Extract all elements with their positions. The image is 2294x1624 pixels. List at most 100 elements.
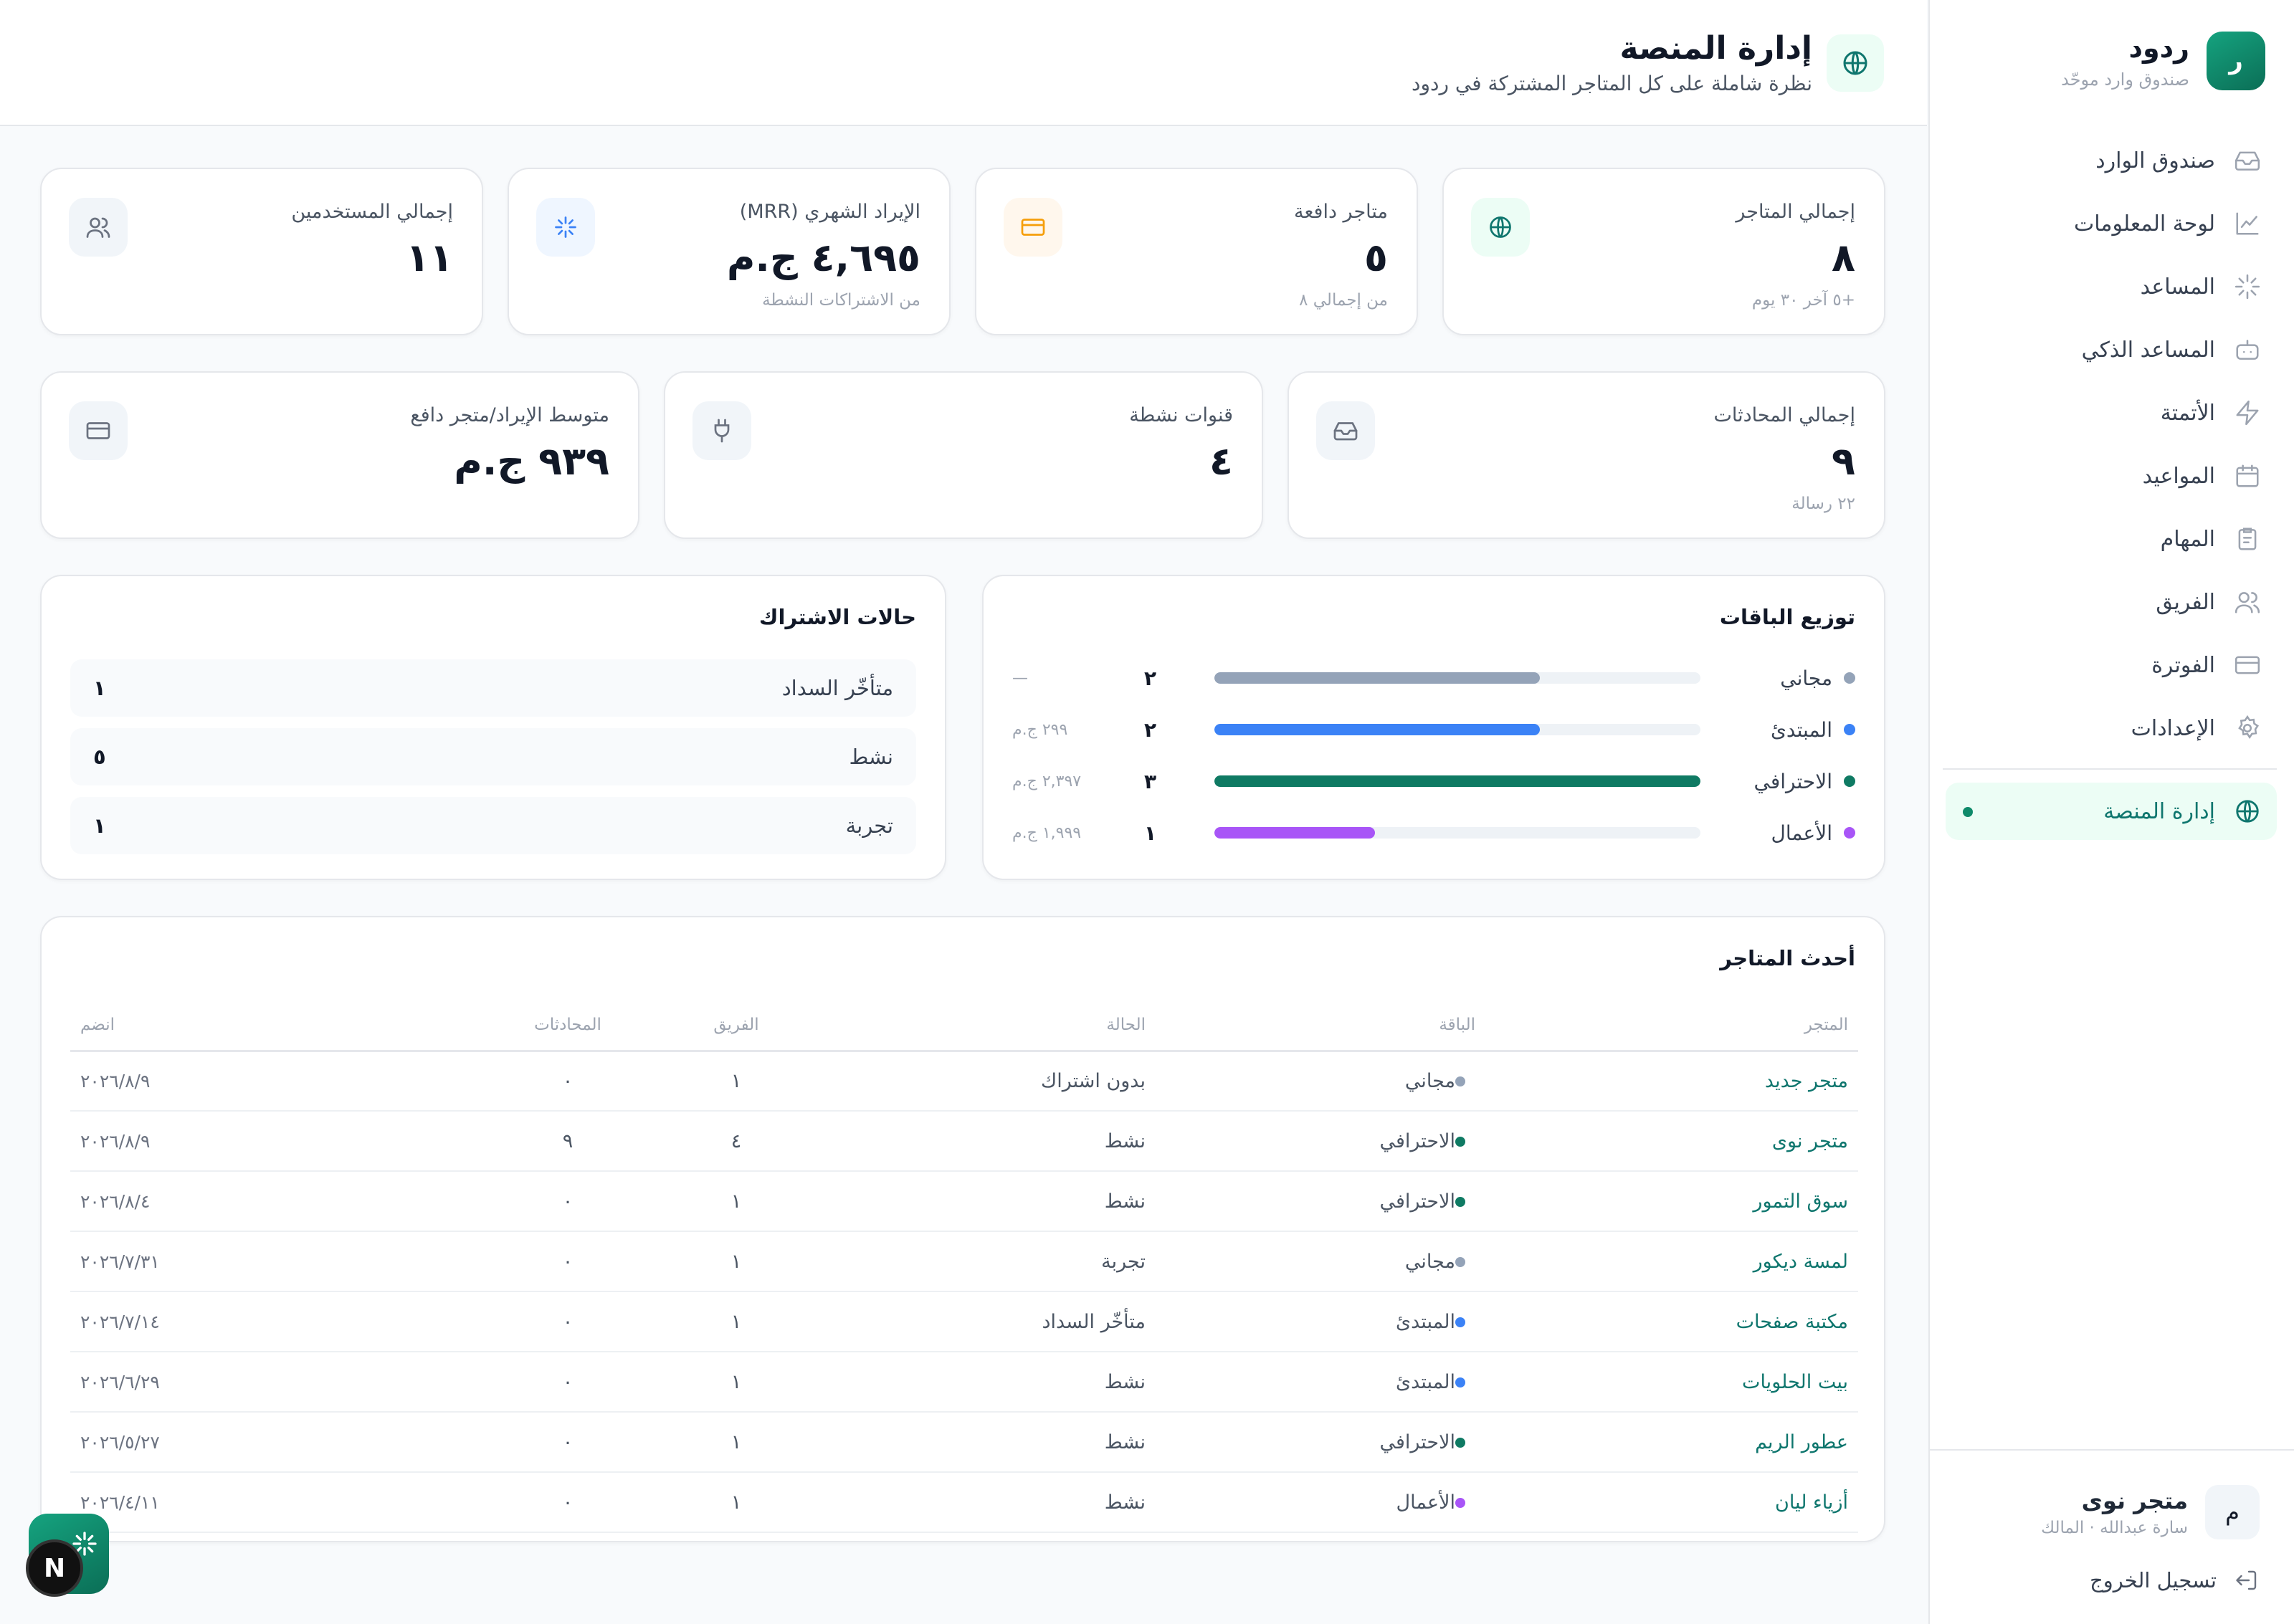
table-row[interactable]: متجر نوى الاحترافي نشط ٤ ٩ ٢٠٢٦/٨/٩ (70, 1111, 1858, 1172)
store-name-link[interactable]: بيت الحلويات (1485, 1352, 1858, 1413)
plan-row: الاحترافي ٣ ٢,٣٩٧ ج.م (1012, 767, 1855, 796)
sidebar-item-label: المواعيد (2142, 463, 2215, 489)
plan-dot (1844, 724, 1855, 735)
logout-button[interactable]: تسجيل الخروج (1959, 1562, 2260, 1598)
joined-cell: ٢٠٢٦/٧/٣١ (70, 1231, 475, 1292)
dev-tools-badge[interactable]: N (26, 1539, 83, 1597)
sidebar-item-automation[interactable]: الأتمتة (1951, 381, 2267, 444)
store-name-link[interactable]: متجر نوى (1485, 1111, 1858, 1172)
account-switcher[interactable]: م متجر نوى سارة عبدالله · المالك (1959, 1484, 2260, 1541)
conversations-cell: ٠ (475, 1171, 661, 1232)
inbox-icon (1333, 422, 1358, 441)
team-cell: ١ (661, 1352, 812, 1413)
stat-note: من إجمالي ٨ (1299, 291, 1388, 310)
plan-cell: الاحترافي (1156, 1171, 1485, 1232)
joined-cell: ٢٠٢٦/٥/٢٧ (70, 1412, 475, 1473)
plan-label: المبتدئ (1396, 1370, 1455, 1393)
active-indicator (1963, 807, 1973, 817)
column-header-plan: الباقة (1156, 1000, 1485, 1052)
sidebar-item-assistant[interactable]: المساعد (1951, 255, 2267, 318)
stat-icon-wrap (1316, 401, 1375, 460)
plan-bar-fill (1214, 775, 1700, 787)
stat-value: ٤,٦٩٥ ج.م (726, 235, 920, 280)
team-cell: ١ (661, 1412, 812, 1473)
sidebar-item-team[interactable]: الفريق (1951, 570, 2267, 634)
page-title: إدارة المنصة (1619, 30, 1812, 67)
plan-name: الأعمال (1771, 821, 1855, 845)
store-name-link[interactable]: لمسة ديكور (1485, 1231, 1858, 1292)
users-icon (86, 217, 110, 238)
stat-value: ٨ (1832, 235, 1855, 280)
team-cell: ١ (661, 1472, 812, 1533)
column-header-conversations: المحادثات (475, 1000, 661, 1052)
sidebar-item-appointments[interactable]: المواعيد (1951, 444, 2267, 507)
table-row[interactable]: لمسة ديكور مجاني تجربة ١ ٠ ٢٠٢٦/٧/٣١ (70, 1231, 1858, 1292)
store-name-link[interactable]: عطور الريم (1485, 1412, 1858, 1473)
store-name-link[interactable]: مكتبة صفحات (1485, 1291, 1858, 1352)
conversations-cell: ٠ (475, 1352, 661, 1413)
table-row[interactable]: بيت الحلويات المبتدئ نشط ١ ٠ ٢٠٢٦/٦/٢٩ (70, 1352, 1858, 1413)
stat-icon-wrap (536, 198, 595, 257)
nav-divider (1943, 768, 2277, 770)
table-header-row: المتجر الباقة الحالة الفريق المحادثات ان… (70, 1000, 1858, 1052)
plan-count: ٣ (1144, 769, 1157, 793)
table-row[interactable]: مكتبة صفحات المبتدئ متأخّر السداد ١ ٠ ٢٠٢٦/٧/… (70, 1291, 1858, 1352)
plan-label: الاحترافي (1379, 1190, 1455, 1213)
plan-dot (1455, 1197, 1465, 1207)
sidebar-item-inbox[interactable]: صندوق الوارد (1951, 129, 2267, 192)
credit-card-icon (2234, 656, 2260, 674)
store-name-link[interactable]: سوق التمور (1485, 1171, 1858, 1232)
sidebar-item-billing[interactable]: الفوترة (1951, 634, 2267, 697)
brand[interactable]: ر ردود صندوق وارد موحّد (1964, 29, 2265, 93)
plan-bar-fill (1214, 724, 1541, 735)
plan-dot (1455, 1076, 1465, 1087)
team-cell: ٤ (661, 1111, 812, 1172)
plan-row: المبتدئ ٢ ٢٩٩ ج.م (1012, 715, 1855, 744)
store-name-link[interactable]: أزياء ليان (1485, 1472, 1858, 1533)
table-row[interactable]: أزياء ليان الأعمال نشط ١ ٠ ٢٠٢٦/٤/١١ (70, 1472, 1858, 1533)
stat-icon-wrap (1471, 198, 1530, 257)
table-row[interactable]: سوق التمور الاحترافي نشط ١ ٠ ٢٠٢٦/٨/٤ (70, 1171, 1858, 1232)
stat-card-conversations: إجمالي المحادثات ٩ ٢٢ رسالة (1288, 371, 1885, 539)
plan-row: مجاني ٢ — (1012, 664, 1855, 692)
plan-label: الأعمال (1771, 821, 1832, 845)
conversations-cell: ٠ (475, 1051, 661, 1112)
sidebar-item-ai-assistant[interactable]: المساعد الذكي (1951, 318, 2267, 381)
table-row[interactable]: متجر جديد مجاني بدون اشتراك ١ ٠ ٢٠٢٦/٨/٩ (70, 1051, 1858, 1112)
plan-count: ١ (1144, 821, 1157, 845)
team-cell: ١ (661, 1231, 812, 1292)
chart-line-icon (2236, 212, 2259, 235)
stat-icon-wrap (1004, 198, 1062, 257)
sidebar-item-dashboard[interactable]: لوحة المعلومات (1951, 192, 2267, 255)
plan-label: مجاني (1780, 666, 1832, 690)
team-cell: ١ (661, 1171, 812, 1232)
stat-value: ١١ (406, 235, 453, 280)
plan-bar-track (1214, 724, 1700, 735)
sidebar-item-settings[interactable]: الإعدادات (1951, 697, 2267, 760)
plan-bar-track (1214, 672, 1700, 684)
plan-revenue: ٢,٣٩٧ ج.م (1012, 772, 1082, 790)
subscription-label: متأخّر السداد (781, 676, 893, 700)
sidebar-item-platform-admin[interactable]: إدارة المنصة (1946, 783, 2277, 840)
brand-text: ردود صندوق وارد موحّد (1964, 32, 2189, 90)
sidebar-item-tasks[interactable]: المهام (1951, 507, 2267, 570)
plan-dot (1455, 1498, 1465, 1508)
avatar: م (2205, 1485, 2260, 1539)
joined-cell: ٢٠٢٦/٨/٩ (70, 1051, 475, 1112)
subscription-row: متأخّر السداد ١ (70, 659, 916, 717)
joined-cell: ٢٠٢٦/٦/٢٩ (70, 1352, 475, 1413)
stat-icon-wrap (69, 401, 128, 460)
table-row[interactable]: عطور الريم الاحترافي نشط ١ ٠ ٢٠٢٦/٥/٢٧ (70, 1412, 1858, 1473)
subscription-row: تجربة ١ (70, 797, 916, 854)
stat-label: متوسط الإيراد/متجر دافع (410, 404, 609, 426)
sidebar-item-label: المساعد (2140, 274, 2215, 300)
section-title: توزيع الباقات (1719, 605, 1855, 629)
subscription-label: نشط (849, 745, 893, 769)
logout-icon (2236, 1570, 2257, 1590)
plan-row: الأعمال ١ ١,٩٩٩ ج.م (1012, 818, 1855, 847)
users-icon (2234, 592, 2260, 613)
conversations-cell: ٠ (475, 1412, 661, 1473)
stat-value: ٥ (1364, 235, 1388, 280)
account-store-name: متجر نوى (2081, 1487, 2188, 1514)
store-name-link[interactable]: متجر جديد (1485, 1051, 1858, 1112)
